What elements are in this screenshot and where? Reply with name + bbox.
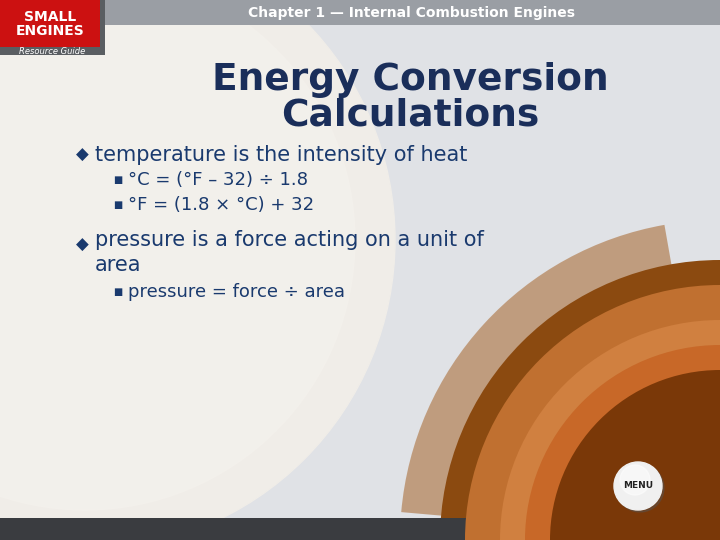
Wedge shape [440, 260, 720, 540]
Circle shape [0, 0, 395, 540]
FancyBboxPatch shape [0, 0, 100, 47]
Text: MENU: MENU [623, 482, 653, 490]
Wedge shape [401, 225, 720, 540]
FancyBboxPatch shape [0, 0, 720, 25]
Text: ■: ■ [113, 287, 122, 297]
FancyBboxPatch shape [105, 0, 720, 25]
Circle shape [0, 0, 355, 510]
Circle shape [614, 462, 662, 510]
Text: Energy Conversion: Energy Conversion [212, 62, 608, 98]
Text: °C = (°F – 32) ÷ 1.8: °C = (°F – 32) ÷ 1.8 [128, 171, 308, 189]
Text: SMALL: SMALL [24, 10, 76, 24]
Text: ◆: ◆ [76, 146, 89, 164]
Circle shape [616, 464, 664, 512]
Text: pressure = force ÷ area: pressure = force ÷ area [128, 283, 345, 301]
Text: Chapter 1 — Internal Combustion Engines: Chapter 1 — Internal Combustion Engines [248, 6, 575, 20]
Text: Calculations: Calculations [281, 97, 539, 133]
Text: pressure is a force acting on a unit of: pressure is a force acting on a unit of [95, 230, 484, 250]
Wedge shape [500, 320, 720, 540]
FancyBboxPatch shape [0, 0, 68, 540]
Text: °F = (1.8 × °C) + 32: °F = (1.8 × °C) + 32 [128, 196, 314, 214]
Text: Resource Guide: Resource Guide [19, 48, 85, 57]
Text: ◆: ◆ [76, 236, 89, 254]
Circle shape [620, 465, 650, 495]
Wedge shape [550, 370, 720, 540]
Text: ENGINES: ENGINES [16, 24, 84, 38]
Text: temperature is the intensity of heat: temperature is the intensity of heat [95, 145, 467, 165]
Text: area: area [95, 255, 142, 275]
Text: ■: ■ [113, 200, 122, 210]
Wedge shape [465, 285, 720, 540]
Wedge shape [525, 345, 720, 540]
FancyBboxPatch shape [0, 0, 105, 55]
FancyBboxPatch shape [0, 518, 720, 540]
Text: ■: ■ [113, 175, 122, 185]
